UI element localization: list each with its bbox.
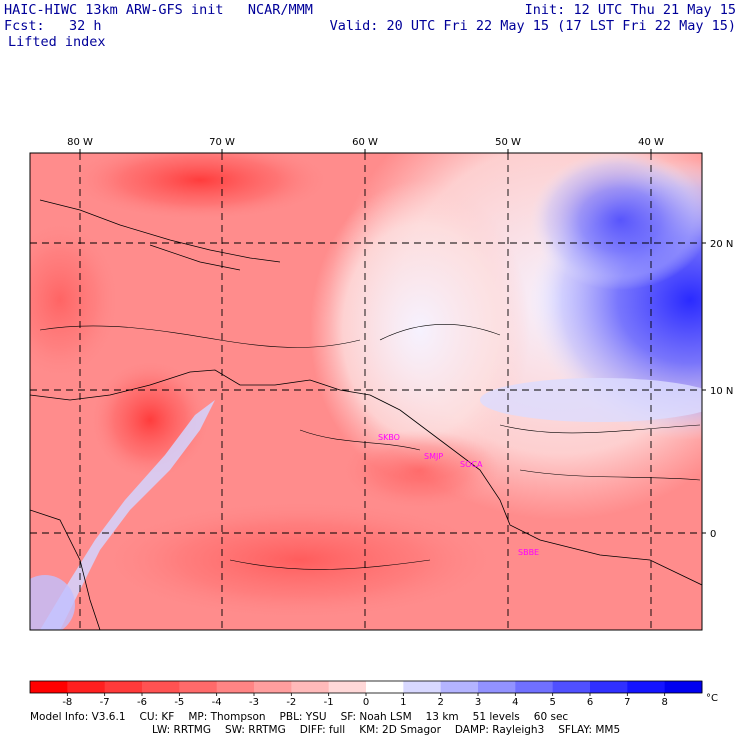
colorbar-swatch (366, 681, 404, 693)
colorbar-swatch (403, 681, 442, 693)
model-info-line-2: LW: RRTMG SW: RRTMG DIFF: full KM: 2D Smago… (152, 724, 634, 736)
station-label: SMJP (424, 452, 443, 461)
colorbar-swatch (291, 681, 330, 693)
colorbar-label: 4 (512, 697, 518, 708)
colorbar-swatch (478, 681, 516, 693)
colorbar-swatch (328, 681, 367, 693)
colorbar-label: 2 (437, 697, 443, 708)
colorbar-swatch (179, 681, 218, 693)
colorbar-swatch (254, 681, 292, 693)
colorbar-label: -1 (324, 697, 334, 708)
colorbar-unit: °C (706, 693, 718, 704)
longitude-labels: 80 W 70 W 60 W 50 W 40 W (67, 137, 664, 148)
colorbar-swatch (664, 681, 703, 693)
latitude-label: 0 (710, 529, 716, 540)
station-label: SBBE (518, 548, 539, 557)
colorbar-swatch (627, 681, 666, 693)
valid-time: Valid: 20 UTC Fri 22 May 15 (17 LST Fri … (329, 18, 736, 34)
colorbar-label: -6 (137, 697, 147, 708)
colorbar-label: 5 (549, 697, 555, 708)
latitude-label: 10 N (710, 386, 733, 397)
colorbar-swatch (216, 681, 255, 693)
model-info-item: DAMP: Rayleigh3 (454, 724, 545, 736)
colorbar-label: -7 (100, 697, 110, 708)
init-time: Init: 12 UTC Thu 21 May 15 (524, 2, 736, 18)
colorbar-label: -8 (62, 697, 72, 708)
model-info-item: LW: RRTMG (152, 724, 211, 736)
model-info-item: 13 km (425, 711, 459, 723)
map-frame (29, 152, 703, 631)
model-info-item: Model Info: V3.6.1 (30, 711, 126, 723)
colorbar-swatch (515, 681, 554, 693)
longitude-label: 70 W (209, 137, 235, 148)
model-info-item: DIFF: full (299, 724, 346, 736)
model-title: HAIC-HIWC 13km ARW-GFS init NCAR/MMM (4, 2, 313, 18)
colorbar-swatch (104, 681, 143, 693)
model-info-item: SW: RRTMG (224, 724, 286, 736)
colorbar-swatch (30, 681, 68, 693)
colorbar-label: 6 (587, 697, 593, 708)
colorbar-swatch (67, 681, 106, 693)
colorbar-label: -4 (212, 697, 222, 708)
field-name: Lifted index (8, 34, 106, 50)
colorbar-label: 1 (400, 697, 406, 708)
model-info-item: SF: Noah LSM (340, 711, 412, 723)
colorbar-label: 8 (661, 697, 667, 708)
model-info-item: PBL: YSU (279, 711, 327, 723)
colorbar-swatch (590, 681, 628, 693)
model-info-line-1: Model Info: V3.6.1 CU: KF MP: Thompson PBL:… (30, 711, 582, 723)
longitude-label: 80 W (67, 137, 93, 148)
latitude-label: 20 N (710, 239, 733, 250)
colorbar-label: -5 (174, 697, 184, 708)
colorbar-label: 7 (624, 697, 630, 708)
colorbar-label: 0 (363, 697, 369, 708)
longitude-label: 60 W (352, 137, 378, 148)
colorbar-label: -2 (286, 697, 296, 708)
model-info-item: MP: Thompson (188, 711, 266, 723)
model-info-item: 51 levels (472, 711, 520, 723)
latitude-labels: 20 N 10 N 0 (710, 239, 733, 540)
model-info-item: CU: KF (139, 711, 175, 723)
colorbar-swatch (142, 681, 180, 693)
colorbar-swatch (440, 681, 479, 693)
lat-lon-grid (30, 149, 706, 630)
longitude-label: 40 W (638, 137, 664, 148)
model-info-item: 60 sec (533, 711, 569, 723)
station-label: SOCA (460, 460, 483, 469)
colorbar-label: 3 (475, 697, 481, 708)
model-info-item: SFLAY: MM5 (558, 724, 621, 736)
model-info-item: KM: 2D Smagor (359, 724, 441, 736)
colorbar-label: -3 (249, 697, 259, 708)
colorbar-swatch (552, 681, 591, 693)
station-labels: SKBO SMJP SOCA SBBE (378, 433, 539, 557)
forecast-hour: Fcst: 32 h (4, 18, 102, 34)
lifted-index-field (30, 153, 702, 630)
longitude-label: 50 W (495, 137, 521, 148)
station-label: SKBO (378, 433, 400, 442)
colorbar: -8 -7 -6 -5 -4 -3 -2 -1 0 1 2 3 4 5 6 7 8 °C (29, 680, 718, 708)
